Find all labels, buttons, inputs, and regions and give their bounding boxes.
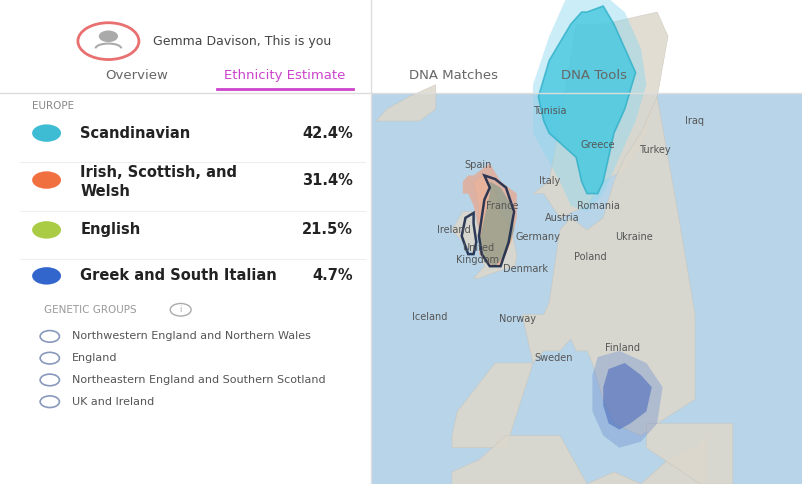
Text: Italy: Italy bbox=[539, 177, 560, 186]
Circle shape bbox=[32, 171, 61, 189]
Circle shape bbox=[32, 267, 61, 285]
Text: Northeastern England and Southern Scotland: Northeastern England and Southern Scotla… bbox=[72, 375, 326, 385]
Text: Finland: Finland bbox=[604, 344, 639, 353]
Polygon shape bbox=[537, 6, 635, 194]
Text: France: France bbox=[485, 201, 517, 211]
Circle shape bbox=[32, 221, 61, 239]
Text: Ethnicity Estimate: Ethnicity Estimate bbox=[224, 69, 346, 81]
Text: 21.5%: 21.5% bbox=[302, 223, 353, 237]
Text: English: English bbox=[80, 223, 140, 237]
Text: DNA Matches: DNA Matches bbox=[409, 69, 497, 81]
Polygon shape bbox=[478, 182, 513, 266]
Polygon shape bbox=[602, 363, 651, 430]
Text: Welsh: Welsh bbox=[80, 184, 130, 198]
Polygon shape bbox=[473, 176, 516, 278]
Text: Norway: Norway bbox=[499, 315, 536, 324]
Text: 31.4%: 31.4% bbox=[302, 173, 353, 187]
Polygon shape bbox=[646, 424, 732, 484]
Polygon shape bbox=[452, 97, 695, 448]
Text: Turkey: Turkey bbox=[638, 145, 670, 155]
Polygon shape bbox=[452, 436, 705, 484]
FancyBboxPatch shape bbox=[0, 0, 371, 484]
Text: United
Kingdom: United Kingdom bbox=[456, 243, 499, 265]
Polygon shape bbox=[376, 85, 435, 121]
Text: Gemma Davison, This is you: Gemma Davison, This is you bbox=[152, 35, 330, 47]
Text: Irish, Scottish, and: Irish, Scottish, and bbox=[80, 165, 237, 180]
Text: Ireland: Ireland bbox=[436, 225, 470, 235]
Text: Northwestern England and Northern Wales: Northwestern England and Northern Wales bbox=[72, 332, 310, 341]
Text: UK and Ireland: UK and Ireland bbox=[72, 397, 154, 407]
Text: Iraq: Iraq bbox=[684, 116, 703, 126]
Text: Iceland: Iceland bbox=[411, 312, 447, 322]
Text: i: i bbox=[180, 305, 181, 314]
Polygon shape bbox=[452, 212, 478, 254]
Text: Poland: Poland bbox=[573, 252, 606, 261]
Text: 4.7%: 4.7% bbox=[312, 269, 353, 283]
Text: Spain: Spain bbox=[464, 160, 491, 169]
Polygon shape bbox=[533, 12, 667, 218]
Text: Ukraine: Ukraine bbox=[614, 232, 653, 242]
Text: Denmark: Denmark bbox=[503, 264, 548, 273]
FancyBboxPatch shape bbox=[0, 0, 802, 93]
Text: DNA Tools: DNA Tools bbox=[561, 69, 626, 81]
Text: Austria: Austria bbox=[544, 213, 579, 223]
Text: Greece: Greece bbox=[580, 140, 615, 150]
Text: Scandinavian: Scandinavian bbox=[80, 126, 190, 140]
Circle shape bbox=[32, 124, 61, 142]
Text: England: England bbox=[72, 353, 118, 363]
Text: Tunisia: Tunisia bbox=[533, 106, 566, 116]
Text: GENETIC GROUPS: GENETIC GROUPS bbox=[44, 305, 136, 315]
FancyBboxPatch shape bbox=[371, 0, 802, 484]
Text: Overview: Overview bbox=[105, 69, 168, 81]
Text: 42.4%: 42.4% bbox=[302, 126, 353, 140]
Text: EUROPE: EUROPE bbox=[32, 102, 74, 111]
Text: Sweden: Sweden bbox=[534, 353, 573, 363]
Polygon shape bbox=[592, 351, 662, 448]
Text: Romania: Romania bbox=[576, 201, 619, 211]
Text: Greek and South Italian: Greek and South Italian bbox=[80, 269, 277, 283]
Polygon shape bbox=[533, 0, 646, 212]
Polygon shape bbox=[462, 164, 516, 266]
Circle shape bbox=[99, 30, 118, 42]
Text: Germany: Germany bbox=[515, 232, 560, 242]
